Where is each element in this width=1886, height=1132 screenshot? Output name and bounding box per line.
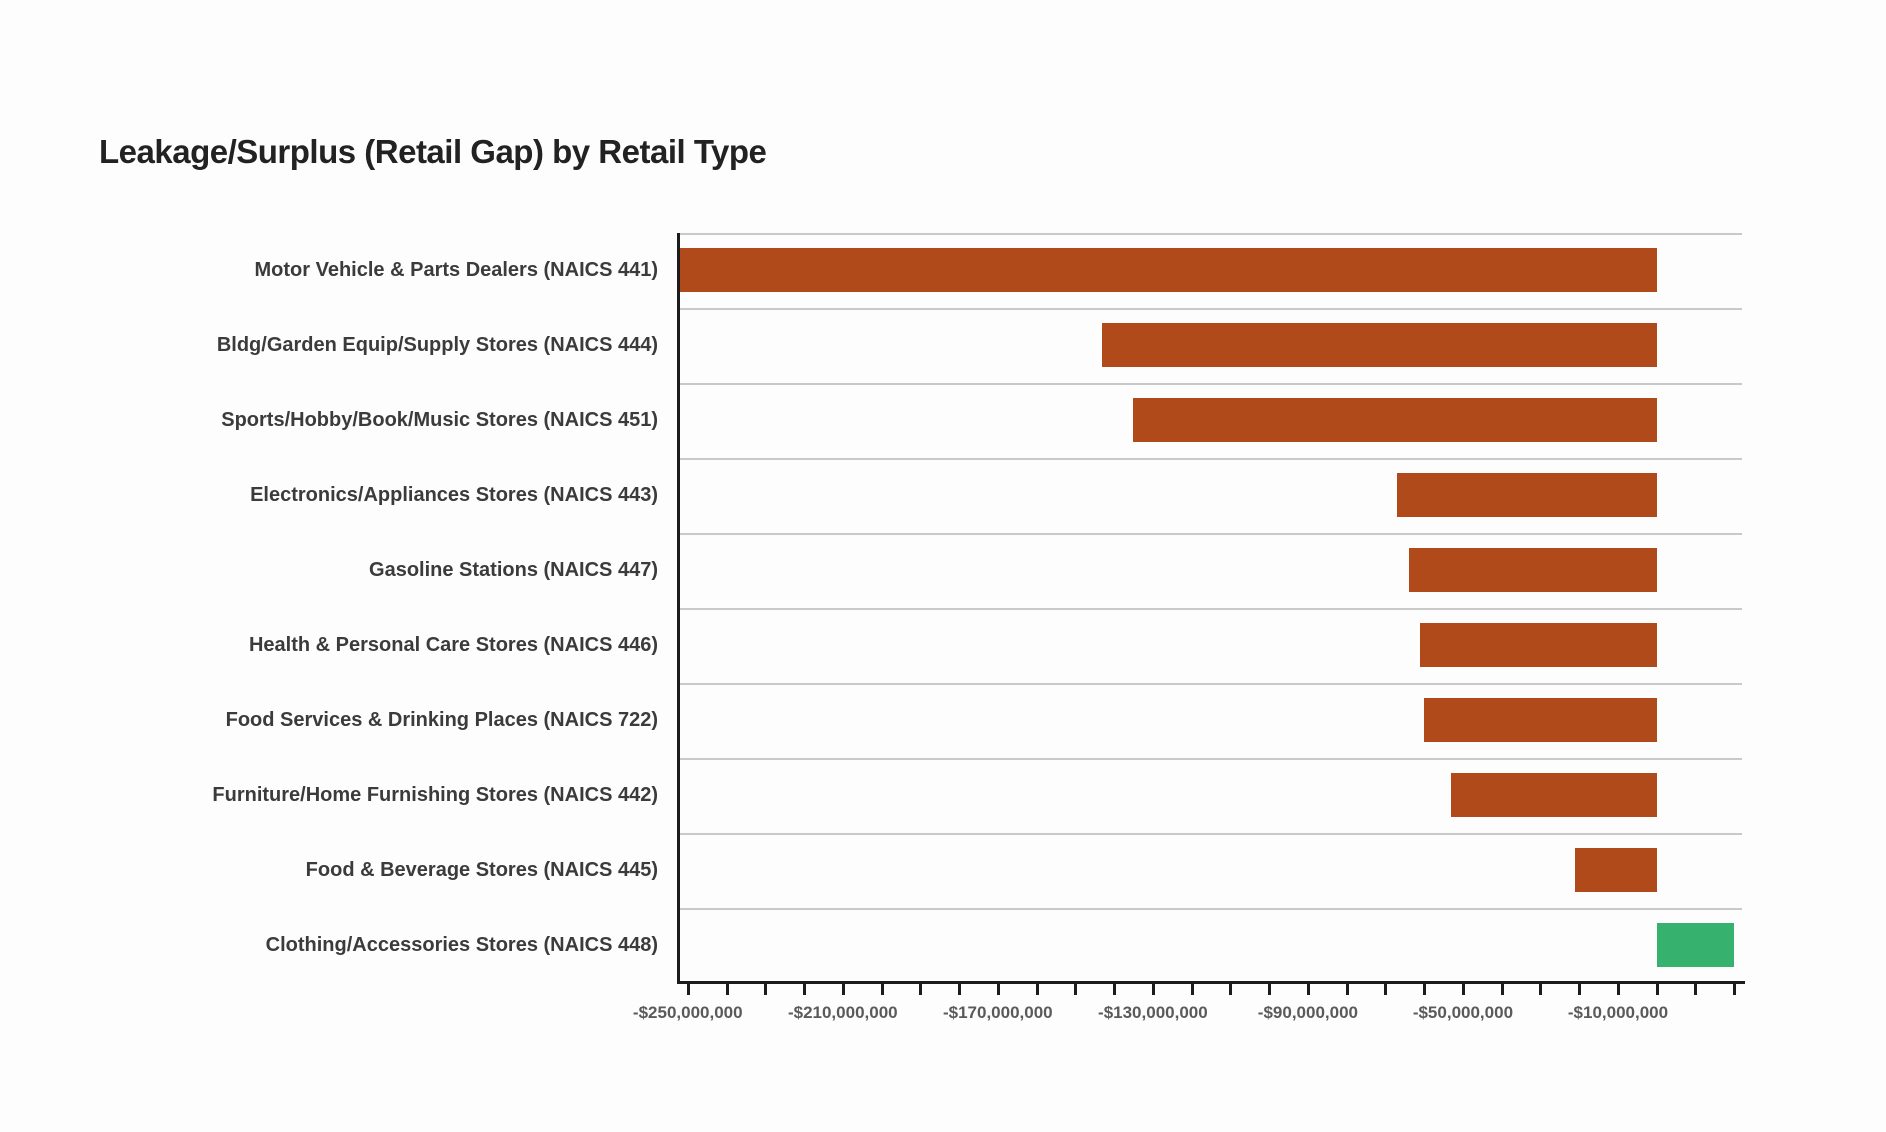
x-axis-tick [919, 984, 923, 995]
x-axis-tick [1500, 984, 1504, 995]
x-axis-tick [764, 984, 768, 995]
row-gridline [680, 758, 1742, 760]
leakage-bar [1420, 623, 1657, 667]
x-axis-tick [1694, 984, 1698, 995]
x-axis-tick [1190, 984, 1194, 995]
x-axis-tick-label: -$130,000,000 [1098, 1003, 1208, 1022]
x-axis-tick [1423, 984, 1427, 995]
category-label: Health & Personal Care Stores (NAICS 446… [248, 634, 658, 656]
row-gridline [680, 608, 1742, 610]
category-label: Clothing/Accessories Stores (NAICS 448) [265, 934, 658, 956]
x-axis-tick-label: -$50,000,000 [1412, 1003, 1514, 1022]
category-label: Electronics/Appliances Stores (NAICS 443… [250, 484, 658, 506]
x-axis-tick [1113, 984, 1117, 995]
row-gridline [680, 533, 1742, 535]
x-axis-tick [996, 984, 1000, 995]
category-label: Bldg/Garden Equip/Supply Stores (NAICS 4… [216, 334, 658, 356]
x-axis-tick [1578, 984, 1582, 995]
x-axis-tick [958, 984, 962, 995]
leakage-bar [1408, 548, 1657, 592]
x-axis-tick [1035, 984, 1039, 995]
x-axis-tick-label: -$210,000,000 [787, 1003, 898, 1022]
row-gridline [680, 458, 1742, 460]
row-gridline [680, 833, 1742, 835]
row-gridline [680, 683, 1742, 685]
x-axis-tick [686, 984, 690, 995]
x-axis-tick [1306, 984, 1310, 995]
category-label: Sports/Hobby/Book/Music Stores (NAICS 45… [221, 409, 658, 431]
row-gridline [680, 308, 1742, 310]
x-axis-tick [1616, 984, 1620, 995]
x-axis-tick [1539, 984, 1543, 995]
x-axis-tick [1345, 984, 1349, 995]
x-axis-tick-label: -$170,000,000 [942, 1003, 1053, 1022]
x-axis-tick [1229, 984, 1233, 995]
leakage-bar [1102, 323, 1657, 367]
x-axis-tick [803, 984, 807, 995]
x-axis-tick [1074, 984, 1078, 995]
category-label: Motor Vehicle & Parts Dealers (NAICS 441… [254, 259, 658, 281]
surplus-bar [1656, 923, 1735, 967]
x-axis-tick-label: -$10,000,000 [1567, 1003, 1669, 1022]
x-axis-tick [1268, 984, 1272, 995]
leakage-bar [1133, 398, 1657, 442]
leakage-bar [1397, 473, 1657, 517]
row-gridline [680, 233, 1742, 235]
leakage-bar [1424, 698, 1657, 742]
x-axis-tick [1733, 984, 1737, 995]
x-axis-tick [725, 984, 729, 995]
chart-title: Leakage/Surplus (Retail Gap) by Retail T… [99, 133, 767, 170]
leakage-bar [1451, 773, 1657, 817]
leakage-bar [1575, 848, 1657, 892]
category-label: Food & Beverage Stores (NAICS 445) [305, 859, 658, 881]
x-axis-line [677, 981, 1745, 984]
x-axis-tick-label: -$90,000,000 [1257, 1003, 1358, 1022]
row-gridline [680, 383, 1742, 385]
category-label: Furniture/Home Furnishing Stores (NAICS … [212, 784, 658, 806]
y-axis-line [677, 233, 680, 984]
x-axis-tick-label: -$250,000,000 [632, 1003, 743, 1022]
x-axis-tick [841, 984, 845, 995]
x-axis-tick [1384, 984, 1388, 995]
category-label: Food Services & Drinking Places (NAICS 7… [225, 709, 658, 731]
x-axis-tick [1461, 984, 1465, 995]
x-axis-tick [880, 984, 884, 995]
row-gridline [680, 908, 1742, 910]
x-axis-tick [1151, 984, 1155, 995]
x-axis-tick [1655, 984, 1659, 995]
category-label: Gasoline Stations (NAICS 447) [369, 559, 658, 581]
leakage-bar [680, 248, 1657, 292]
